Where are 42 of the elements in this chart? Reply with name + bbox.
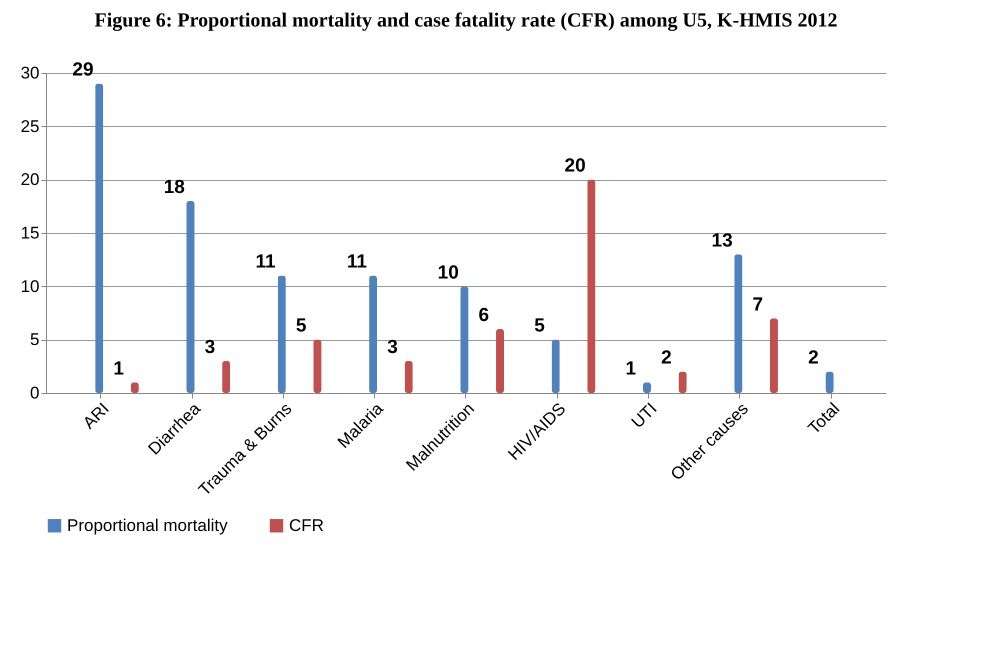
data-label: 7 — [752, 294, 764, 316]
bar — [552, 340, 560, 393]
data-label: 2 — [661, 348, 672, 369]
bar — [369, 276, 378, 393]
data-label: 11 — [346, 252, 368, 273]
data-label: 1 — [113, 358, 124, 380]
data-label: 18 — [164, 177, 185, 198]
y-tick-label: 20 — [20, 170, 40, 190]
y-tick-label: 10 — [20, 276, 40, 296]
data-label: 3 — [204, 337, 216, 358]
data-label: 20 — [564, 156, 586, 177]
bar — [313, 340, 322, 393]
bar — [95, 84, 104, 393]
chart-title: Figure 6: Proportional mortality and case fatality rate (CFR) among U5, K-HMIS 2012 — [94, 10, 838, 32]
y-tick-label: 15 — [20, 224, 40, 242]
x-tick-label: ARI — [79, 399, 113, 433]
bar — [278, 276, 286, 393]
y-tick-label: 30 — [20, 64, 40, 82]
bar — [186, 201, 194, 393]
data-label: 11 — [256, 252, 276, 273]
legend-label: CFR — [289, 516, 324, 535]
y-tick-label: 0 — [30, 384, 40, 402]
x-tick-label: UTI — [628, 399, 661, 432]
bar — [222, 361, 230, 393]
y-tick-label: 5 — [30, 330, 40, 350]
y-tick-label: 25 — [20, 116, 40, 136]
data-label: 29 — [72, 60, 94, 81]
data-label: 2 — [808, 348, 819, 369]
data-label: 5 — [534, 316, 546, 337]
data-label: 10 — [438, 262, 459, 284]
legend-label: Proportional mortality — [67, 516, 228, 535]
data-label: 1 — [626, 358, 637, 380]
bar — [460, 286, 468, 393]
bar — [587, 180, 596, 393]
bar — [496, 329, 504, 393]
data-label: 6 — [478, 305, 490, 326]
data-label: 13 — [712, 230, 733, 252]
bar — [770, 318, 778, 393]
bar — [404, 361, 413, 393]
data-label: 5 — [296, 316, 307, 337]
bar — [734, 254, 742, 393]
data-label: 3 — [387, 337, 398, 358]
